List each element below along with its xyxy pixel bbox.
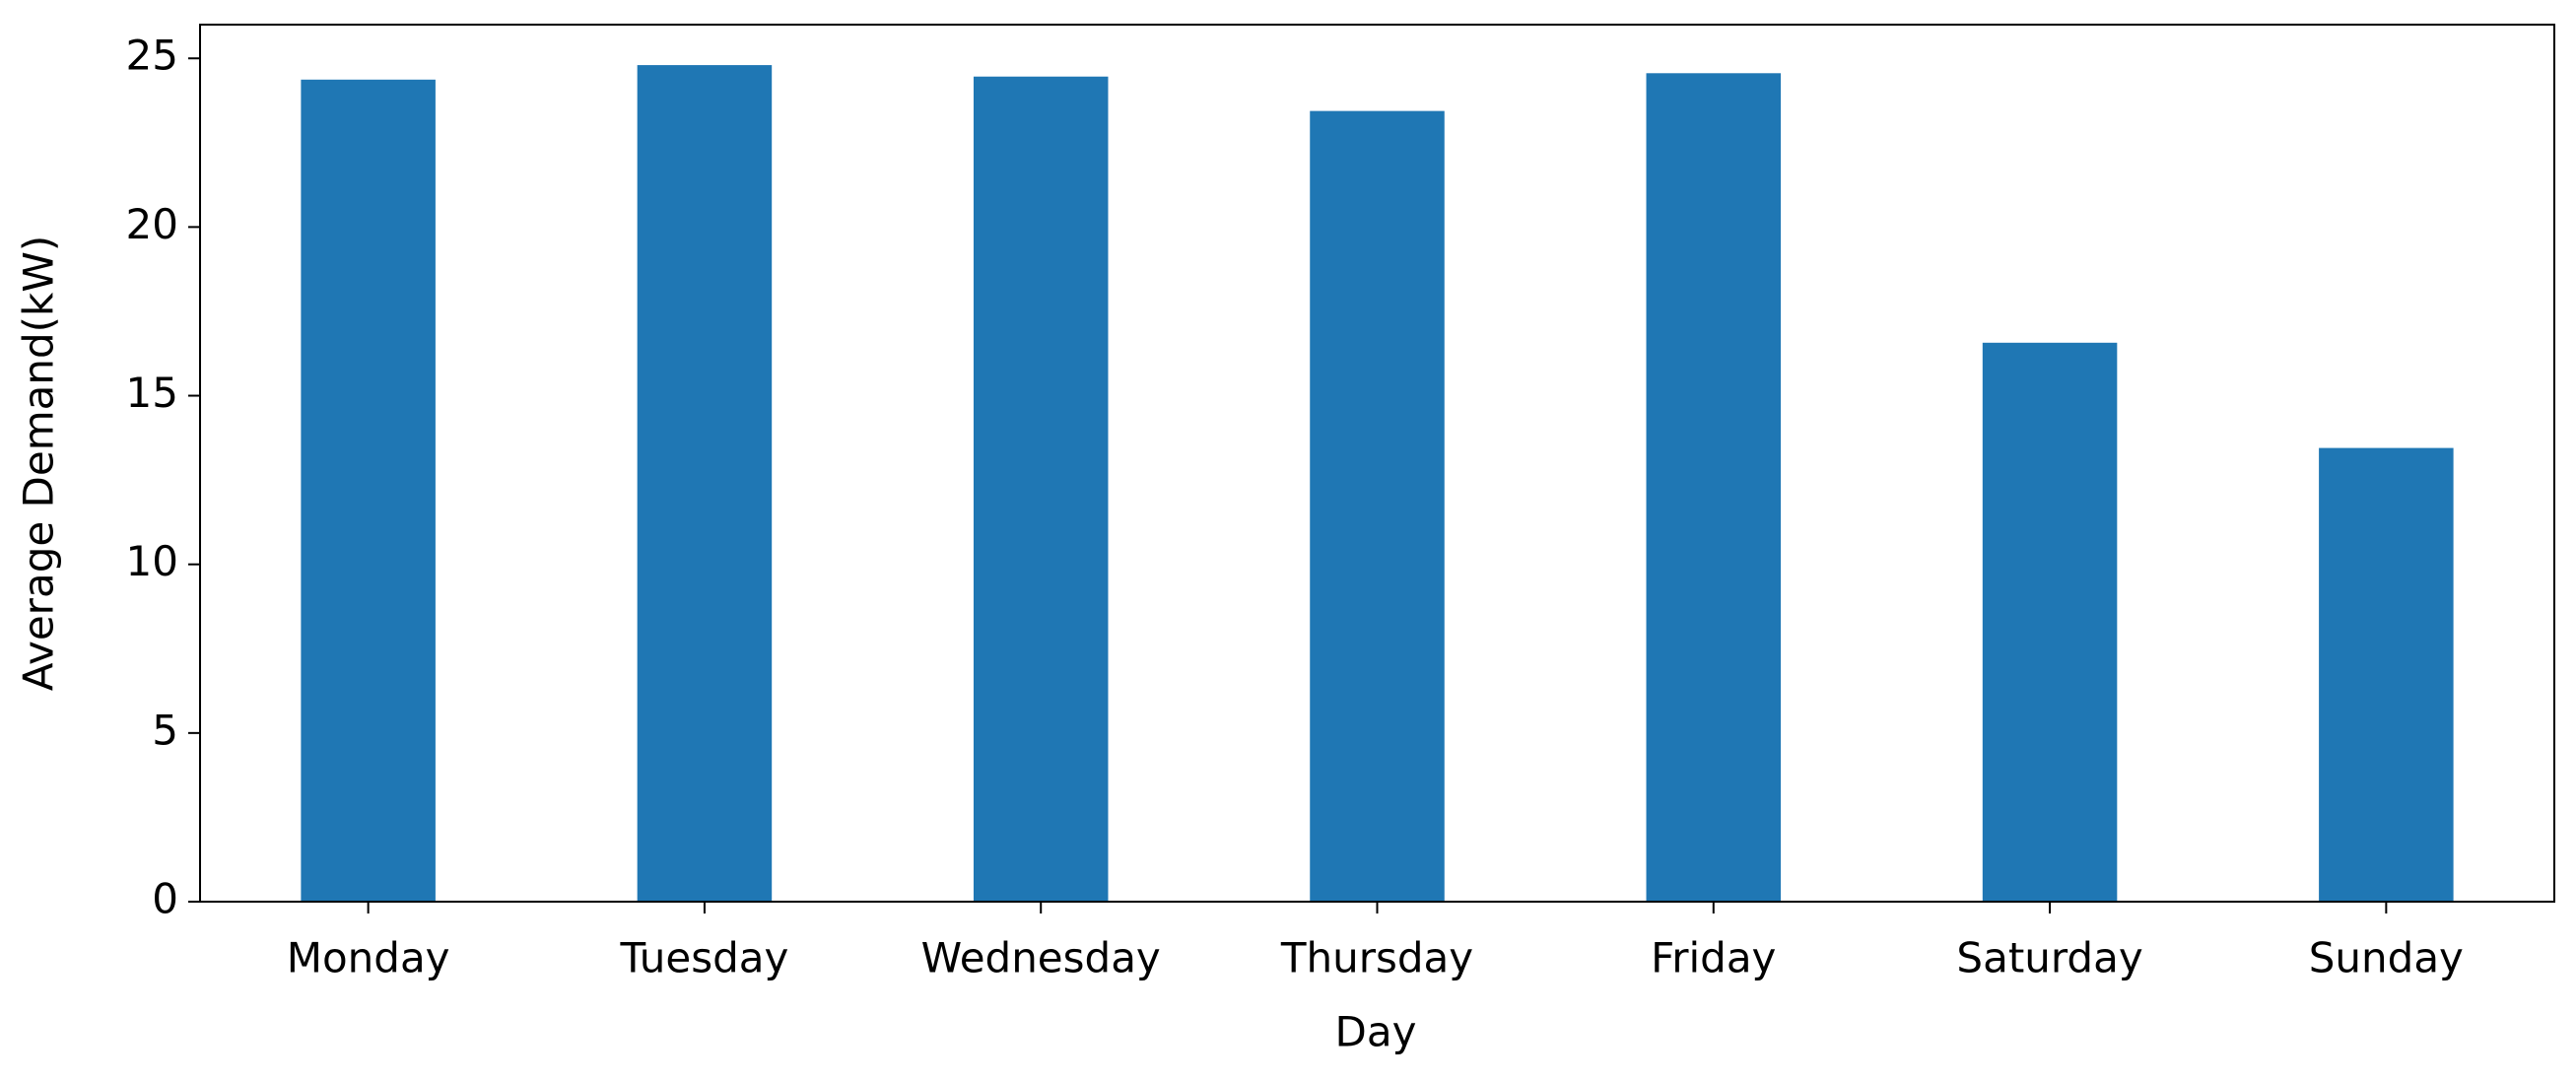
x-tick-label: Sunday [2309, 934, 2464, 982]
y-tick-label: 10 [126, 537, 178, 585]
x-tick-label: Wednesday [921, 934, 1161, 982]
bar [1982, 342, 2118, 902]
x-tick-label: Monday [287, 934, 450, 982]
bar [301, 79, 436, 903]
y-tick-label: 0 [152, 875, 178, 923]
y-tick-label: 5 [152, 706, 178, 754]
bar [973, 76, 1109, 902]
bar [1310, 110, 1445, 903]
y-tick-label: 15 [126, 369, 178, 417]
y-axis-label: Average Demand(kW) [15, 236, 63, 692]
y-tick-label: 25 [126, 32, 178, 80]
bar [637, 65, 773, 903]
x-tick-label: Tuesday [619, 934, 788, 982]
x-axis-label: Day [1335, 1008, 1417, 1056]
bar [1646, 73, 1782, 903]
plot-frame [199, 24, 2555, 903]
x-tick-label: Saturday [1956, 934, 2142, 982]
bar [2319, 447, 2454, 902]
x-tick-label: Thursday [1280, 934, 1473, 982]
x-tick-label: Friday [1651, 934, 1776, 982]
y-tick-label: 20 [126, 200, 178, 248]
